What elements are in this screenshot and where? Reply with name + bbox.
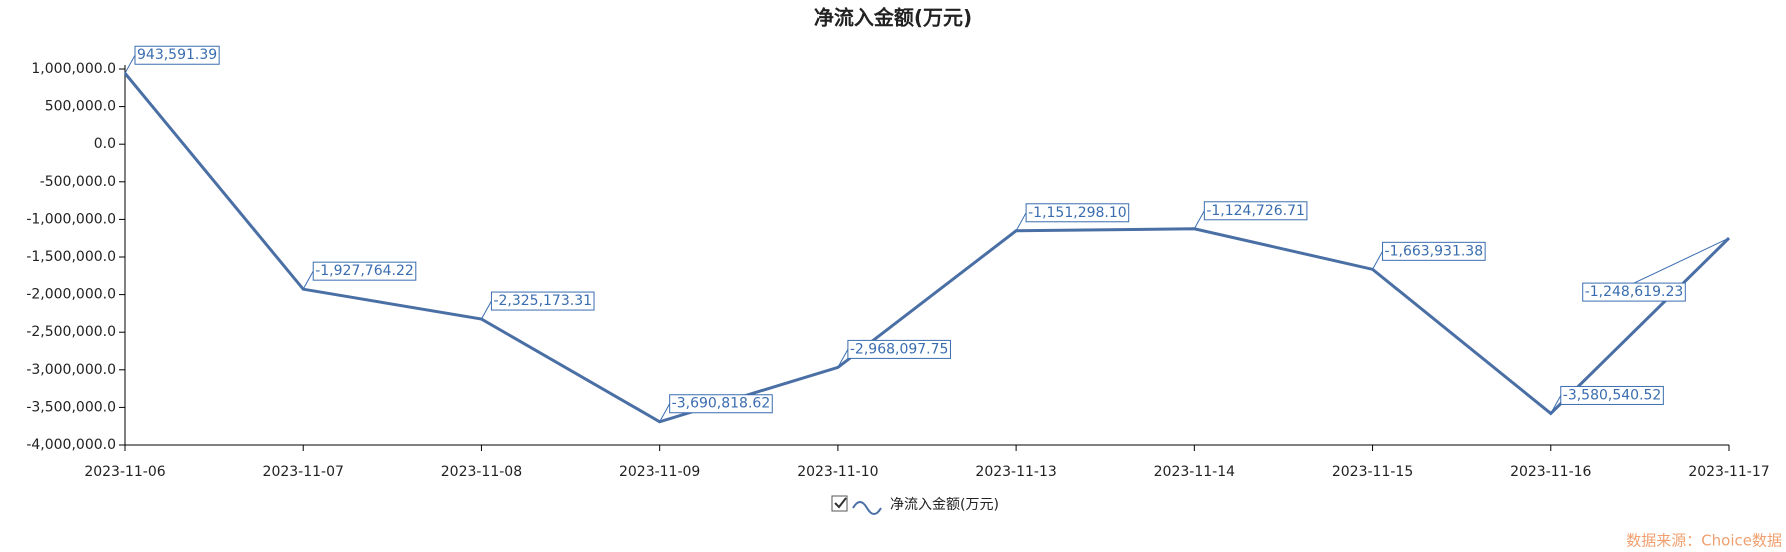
label-leader — [1633, 237, 1730, 284]
legend-swatch — [852, 501, 882, 515]
legend-check — [834, 497, 847, 509]
label-leader — [481, 300, 492, 320]
y-tick-label: -4,000,000.0 — [26, 437, 116, 453]
x-tick-label: 2023-11-09 — [619, 464, 700, 480]
y-tick-label: -1,000,000.0 — [26, 211, 116, 227]
legend-label: 净流入金额(万元) — [890, 497, 999, 513]
y-tick-label: 0.0 — [94, 136, 116, 152]
legend[interactable]: 净流入金额(万元) — [831, 495, 999, 515]
x-tick-label: 2023-11-10 — [797, 464, 878, 480]
data-label: -1,663,931.38 — [1385, 243, 1484, 259]
label-leader — [1193, 210, 1205, 230]
label-leader — [124, 54, 136, 74]
data-label: -1,124,726.71 — [1206, 203, 1305, 219]
x-tick-label: 2023-11-15 — [1332, 464, 1413, 480]
y-tick-label: -1,500,000.0 — [26, 249, 116, 265]
data-label: -2,968,097.75 — [850, 341, 949, 357]
data-label: -3,690,818.62 — [672, 396, 771, 412]
chart-title: 净流入金额(万元) — [814, 6, 972, 30]
data-label: -3,580,540.52 — [1563, 387, 1662, 403]
data-label: -2,325,173.31 — [493, 293, 592, 309]
y-tick-label: -3,500,000.0 — [26, 399, 116, 415]
x-tick-label: 2023-11-06 — [84, 464, 165, 480]
data-label: -1,927,764.22 — [315, 263, 414, 279]
label-leader — [1550, 395, 1562, 414]
x-tick-label: 2023-11-16 — [1510, 464, 1591, 480]
data-label: -1,248,619.23 — [1585, 284, 1684, 300]
label-leader — [302, 270, 314, 290]
label-leader — [1015, 212, 1027, 232]
legend-checkbox[interactable] — [831, 495, 848, 512]
source-note: 数据来源：Choice数据 — [1626, 532, 1782, 550]
y-tick-label: -2,000,000.0 — [26, 287, 116, 303]
y-tick-label: -500,000.0 — [40, 174, 116, 190]
series-line — [123, 72, 1731, 424]
y-tick-label: 500,000.0 — [45, 99, 116, 115]
x-tick-label: 2023-11-17 — [1688, 464, 1769, 480]
x-tick-label: 2023-11-07 — [263, 464, 344, 480]
y-tick-label: -3,000,000.0 — [26, 362, 116, 378]
x-tick-label: 2023-11-14 — [1154, 464, 1235, 480]
x-tick-label: 2023-11-13 — [975, 464, 1056, 480]
x-tick-label: 2023-11-08 — [441, 464, 522, 480]
data-label: 943,591.39 — [137, 47, 217, 63]
data-label: -1,151,298.10 — [1028, 205, 1127, 221]
y-tick-label: 1,000,000.0 — [31, 61, 116, 77]
label-leader — [659, 403, 671, 422]
label-leader — [1372, 251, 1383, 270]
label-leader — [837, 349, 849, 368]
y-tick-label: -2,500,000.0 — [26, 324, 116, 340]
